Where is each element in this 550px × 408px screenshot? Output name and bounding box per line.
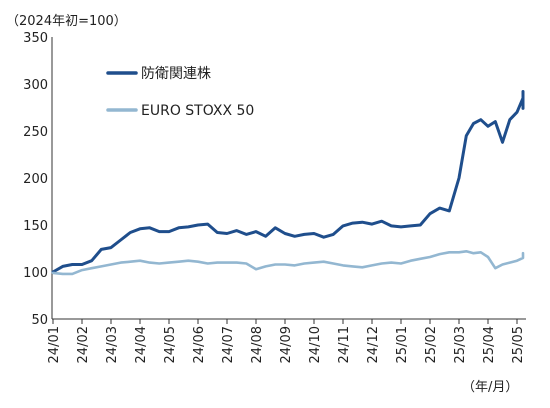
x-tick-label: 25/01 — [395, 326, 410, 363]
y-tick-label: 250 — [23, 125, 48, 140]
x-tick-label: 24/09 — [279, 326, 294, 363]
x-tick-label: 24/03 — [105, 326, 120, 363]
y-tick-label: 200 — [23, 172, 48, 187]
y-tick-label: 50 — [31, 313, 48, 328]
legend: 防衛関連株 EURO STOXX 50 — [106, 66, 254, 119]
x-axis-ticks: 24/01 24/02 24/03 24/04 24/05 24/06 24/07 24/08… — [47, 319, 526, 363]
x-tick-label: 25/03 — [453, 326, 468, 363]
x-unit-label: （年/月） — [462, 380, 518, 395]
x-tick-label: 24/12 — [366, 326, 381, 363]
x-tick-label: 24/05 — [163, 326, 178, 363]
x-tick-label: 24/07 — [221, 326, 236, 363]
x-tick-label: 24/01 — [47, 326, 62, 363]
series-line — [51, 90, 525, 274]
x-tick-label: 24/10 — [308, 326, 323, 363]
legend-label: EURO STOXX 50 — [141, 103, 254, 119]
y-tick-label: 150 — [23, 219, 48, 234]
x-tick-label: 24/02 — [76, 326, 91, 363]
x-tick-label: 25/05 — [511, 326, 526, 363]
legend-label: 防衛関連株 — [141, 66, 211, 82]
y-tick-label: 100 — [23, 266, 48, 281]
x-tick-label: 24/06 — [192, 326, 207, 363]
series-lines — [51, 90, 525, 276]
y-axis-ticks: 50 100 150 200 250 300 350 — [23, 31, 48, 328]
x-tick-label: 25/02 — [424, 326, 439, 363]
x-tick-label: 24/04 — [134, 326, 149, 363]
series-line — [51, 250, 525, 276]
y-unit-label: （2024年初=100） — [6, 14, 127, 29]
y-tick-label: 300 — [23, 78, 48, 93]
y-tick-label: 350 — [23, 31, 48, 46]
x-tick-label: 25/04 — [482, 326, 497, 363]
x-tick-label: 24/11 — [337, 326, 352, 363]
x-tick-label: 24/08 — [250, 326, 265, 363]
